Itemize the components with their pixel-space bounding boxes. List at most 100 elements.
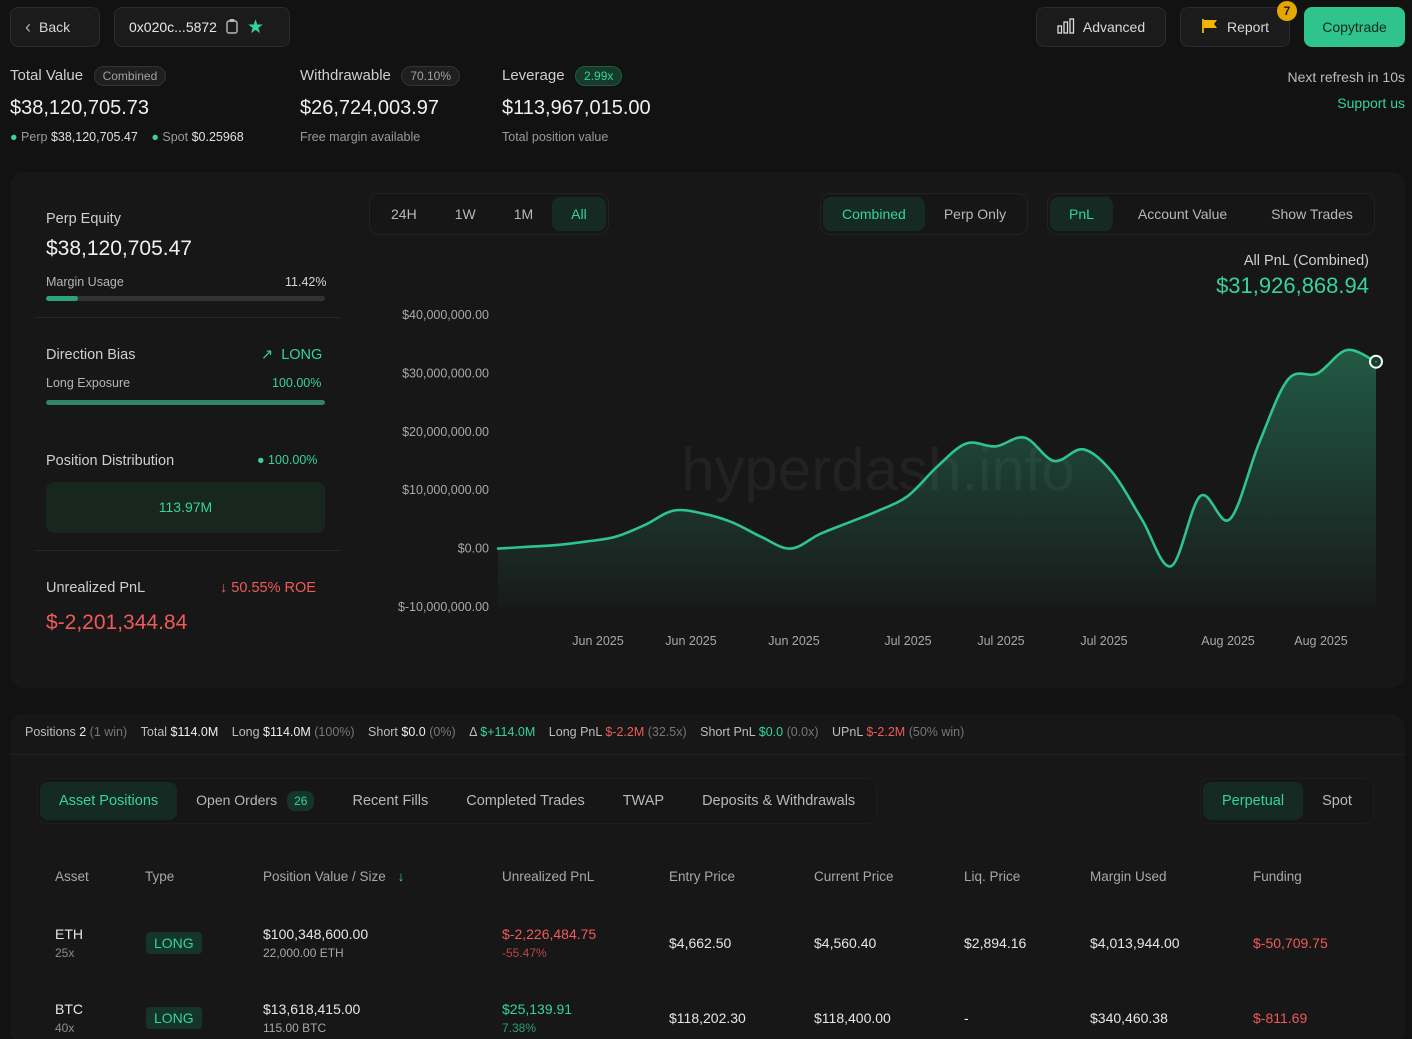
- col-entry-price[interactable]: Entry Price: [669, 869, 736, 884]
- row-asset: ETH: [55, 926, 83, 942]
- positions-card: [10, 714, 1405, 1039]
- row-liq: -: [964, 1010, 969, 1026]
- col-liq-price[interactable]: Liq. Price: [964, 869, 1021, 884]
- pnl-title: All PnL (Combined): [1243, 253, 1369, 269]
- tab-recent-fills[interactable]: Recent Fills: [352, 793, 429, 809]
- pnl-data-point: [643, 524, 646, 527]
- stat-positions-label: Positions: [25, 725, 76, 739]
- y-tick-label: $10,000,000.00: [402, 483, 489, 497]
- pnl-data-point: [497, 547, 499, 550]
- stat-upnl-label: UPnL: [832, 725, 863, 739]
- pnl-data-point: [877, 509, 880, 512]
- star-icon[interactable]: ★: [246, 16, 265, 38]
- total-value-label: Total Value: [10, 67, 84, 84]
- direction-bias-label: Direction Bias: [46, 347, 136, 363]
- perp-label: Perp: [21, 130, 48, 144]
- row-type-badge: LONG: [146, 932, 202, 954]
- row-value: $100,348,600.00: [263, 926, 369, 942]
- open-orders-count: 26: [287, 791, 315, 811]
- y-tick-label: $0.00: [458, 542, 489, 556]
- pnl-data-point: [789, 547, 792, 550]
- leverage-label: Leverage: [502, 67, 565, 84]
- row-margin: $4,013,944.00: [1090, 935, 1180, 951]
- market-type-tabs: Perpetual Spot: [1200, 778, 1374, 824]
- tab-24h[interactable]: 24H: [391, 206, 417, 222]
- row-funding: $-811.69: [1253, 1010, 1308, 1026]
- arrow-down-icon: ↓: [220, 580, 228, 596]
- tab-combined[interactable]: Combined: [823, 197, 925, 231]
- x-tick-label: Jul 2025: [1080, 634, 1127, 648]
- position-dist-bar[interactable]: 113.97M: [46, 482, 325, 533]
- tab-1w[interactable]: 1W: [454, 206, 476, 222]
- margin-usage-label: Margin Usage: [46, 275, 124, 289]
- tab-all[interactable]: All: [552, 197, 606, 231]
- pnl-data-point: [585, 540, 587, 543]
- unrealized-label: Unrealized PnL: [46, 580, 146, 596]
- back-button[interactable]: ‹ Back: [10, 7, 100, 47]
- pnl-data-point: [731, 521, 733, 524]
- row-leverage: 40x: [55, 1021, 75, 1035]
- row-current: $4,560.40: [814, 935, 877, 951]
- tab-twap[interactable]: TWAP: [622, 793, 665, 809]
- report-label: Report: [1226, 19, 1270, 35]
- tab-perpetual[interactable]: Perpetual: [1203, 782, 1304, 820]
- row-value: $13,618,415.00: [263, 1001, 361, 1017]
- row-size: 115.00 BTC: [263, 1021, 327, 1035]
- stat-longpnl-label: Long PnL: [548, 725, 602, 739]
- x-tick-label: Jun 2025: [572, 634, 623, 648]
- stat-long-value: $114.0M: [263, 725, 311, 739]
- withdrawable-label: Withdrawable: [300, 67, 391, 84]
- tab-1m[interactable]: 1M: [513, 206, 534, 222]
- row-type-badge: LONG: [146, 1007, 202, 1029]
- pnl-data-point: [936, 466, 938, 468]
- stat-total-value: $114.0M: [170, 725, 219, 739]
- stat-shortpnl-label: Short PnL: [700, 725, 756, 739]
- col-current-price[interactable]: Current Price: [814, 869, 894, 884]
- refresh-text: Next refresh in 10s: [1287, 69, 1406, 85]
- pnl-data-point: [1053, 460, 1055, 462]
- metric-tabs: PnL Account Value Show Trades: [1047, 193, 1375, 235]
- back-label: Back: [39, 19, 71, 35]
- advanced-button[interactable]: Advanced: [1036, 7, 1166, 47]
- col-margin-used[interactable]: Margin Used: [1090, 869, 1167, 884]
- copytrade-button[interactable]: Copytrade: [1304, 7, 1405, 47]
- pnl-data-point: [994, 445, 997, 448]
- tab-asset-positions[interactable]: Asset Positions: [40, 782, 178, 820]
- address-box[interactable]: 0x020c...5872 ★: [114, 7, 290, 47]
- position-dist-indicator: ● 100.00%: [257, 453, 317, 467]
- report-button[interactable]: Report: [1180, 7, 1290, 47]
- pnl-area: [498, 349, 1376, 607]
- pnl-data-point: [1258, 442, 1260, 445]
- divider: [34, 550, 340, 551]
- leverage-block: Leverage 2.99x: [502, 66, 623, 86]
- tab-completed-trades[interactable]: Completed Trades: [466, 793, 585, 809]
- stat-positions-extra: (1 win): [89, 725, 128, 739]
- pnl-data-point: [965, 442, 968, 445]
- tab-perp-only[interactable]: Perp Only: [943, 206, 1007, 222]
- tab-show-trades[interactable]: Show Trades: [1271, 206, 1353, 222]
- flag-icon: [1201, 18, 1219, 37]
- col-type[interactable]: Type: [145, 869, 175, 884]
- copy-icon[interactable]: [225, 18, 239, 37]
- long-exposure-bar: [46, 400, 325, 405]
- col-position-value[interactable]: Position Value / Size ↓: [263, 869, 404, 884]
- row-upnl-pct: 7.38%: [502, 1021, 537, 1035]
- tab-open-orders[interactable]: Open Orders 26: [177, 782, 333, 820]
- tab-deposits[interactable]: Deposits & Withdrawals: [702, 793, 856, 809]
- advanced-label: Advanced: [1082, 19, 1146, 35]
- margin-usage-fill: [46, 296, 78, 301]
- tab-account-value[interactable]: Account Value: [1137, 206, 1228, 222]
- stat-upnl-extra: (50% win): [908, 725, 965, 739]
- col-funding[interactable]: Funding: [1253, 869, 1302, 884]
- support-link[interactable]: Support us: [1337, 95, 1405, 111]
- stat-longpnl-extra: (32.5x): [647, 725, 687, 739]
- x-tick-label: Aug 2025: [1294, 634, 1348, 648]
- pnl-value: $31,926,868.94: [1216, 273, 1369, 298]
- tab-pnl[interactable]: PnL: [1050, 197, 1113, 231]
- tab-spot[interactable]: Spot: [1322, 793, 1352, 809]
- long-exposure-label: Long Exposure: [46, 376, 131, 390]
- col-unrealized-pnl[interactable]: Unrealized PnL: [502, 869, 595, 884]
- col-asset[interactable]: Asset: [55, 869, 89, 884]
- perp-spot-breakdown: ● Perp $38,120,705.47 ● Spot $0.25968: [10, 130, 244, 144]
- pnl-chart: hyperdash.info $40,000,000.00$30,000,000…: [398, 308, 1383, 648]
